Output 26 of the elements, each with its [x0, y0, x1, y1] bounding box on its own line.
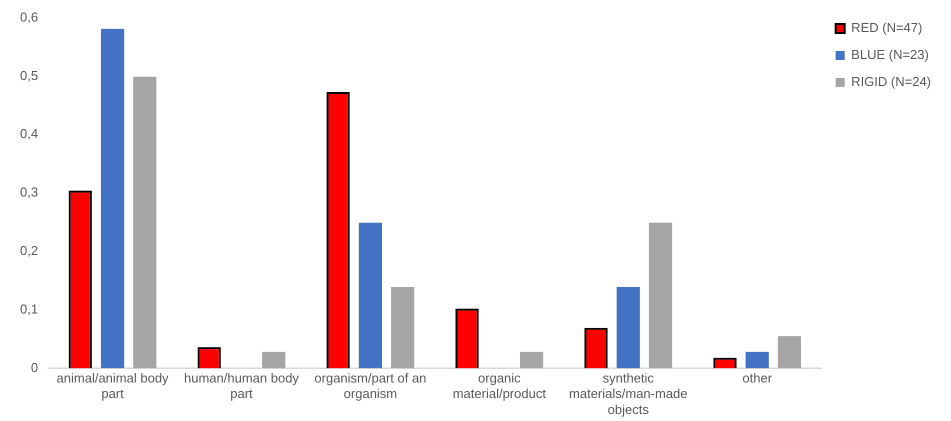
bar [262, 352, 286, 368]
x-tick-label: organism/part of an organism [314, 370, 426, 402]
y-tick-label: 0,1 [20, 301, 38, 316]
bar [746, 352, 769, 368]
bar [100, 28, 124, 368]
bar [520, 352, 544, 368]
y-tick-label: 0,6 [20, 9, 38, 24]
bar [778, 336, 802, 368]
x-tick-label: synthetic materials/man-made objects [569, 370, 688, 417]
bar [648, 222, 672, 368]
legend-label: BLUE (N=23) [851, 47, 929, 62]
y-tick-label: 0,5 [20, 68, 38, 83]
x-tick-label: organic material/product [452, 370, 546, 402]
y-tick-label: 0 [30, 360, 38, 375]
y-tick-label: 0,2 [20, 242, 38, 258]
bar [391, 287, 414, 368]
x-tick-label: human/human body part [184, 370, 300, 402]
bar [133, 76, 156, 368]
y-tick-label: 0,4 [20, 126, 38, 142]
x-tick-label: other [742, 370, 773, 386]
bar [358, 222, 382, 368]
y-tick-label: 0,3 [20, 184, 38, 200]
legend-label: RIGID (N=24) [851, 74, 932, 90]
x-tick-label: animal/animal body part [56, 370, 170, 402]
legend-label: RED (N=47) [851, 20, 922, 36]
bar [616, 287, 640, 368]
